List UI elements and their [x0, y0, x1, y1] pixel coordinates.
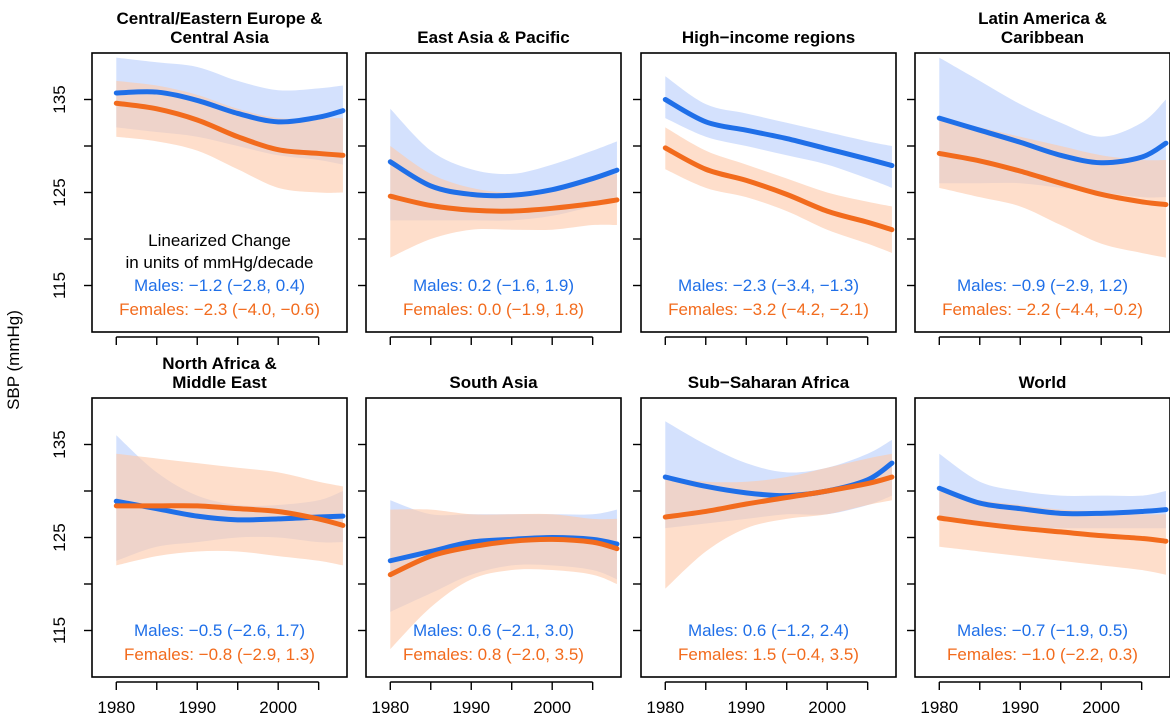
x-tick-label: 1980 [646, 698, 684, 717]
x-tick-label: 2000 [808, 698, 846, 717]
x-tick-label: 1990 [727, 698, 765, 717]
y-tick-label: 135 [50, 85, 69, 113]
panel-title: Sub−Saharan Africa [688, 373, 850, 392]
females-line [936, 150, 1169, 208]
females-line [662, 145, 895, 233]
x-tick-label: 1990 [1001, 698, 1039, 717]
x-tick-label: 1980 [97, 698, 135, 717]
x-tick-label: 2000 [533, 698, 571, 717]
males-change-label: Males: −0.9 (−2.9, 1.2) [957, 276, 1128, 295]
females-change-label: Females: 0.0 (−1.9, 1.8) [403, 300, 584, 319]
panel: East Asia & Pacific Males: 0.2 (−1.6, 1.9… [358, 28, 622, 345]
y-tick-label: 135 [50, 430, 69, 458]
males-change-label: Males: 0.6 (−2.1, 3.0) [413, 621, 574, 640]
x-tick-label: 1990 [452, 698, 490, 717]
males-change-label: Males: 0.2 (−1.6, 1.9) [413, 276, 574, 295]
females-confidence-band [390, 146, 617, 258]
panel: North Africa &Middle East 115 125 135 1980 19… [50, 354, 348, 717]
note-line: in units of mmHg/decade [125, 253, 313, 272]
y-tick-label: 125 [50, 523, 69, 551]
plot-area [662, 421, 895, 589]
panel-title: East Asia & Pacific [417, 28, 569, 47]
plot-area [936, 453, 1169, 575]
plot-area [936, 57, 1169, 258]
x-tick-label: 1980 [920, 698, 958, 717]
females-line [387, 536, 620, 578]
females-change-label: Females: −3.2 (−4.2, −2.1) [668, 300, 869, 319]
panel-title: Latin America & [978, 9, 1107, 28]
y-axis-label: SBP (mmHg) [4, 310, 23, 410]
females-change-label: Females: 1.5 (−0.4, 3.5) [678, 645, 859, 664]
females-confidence-band [390, 509, 617, 650]
x-tick-label: 1990 [178, 698, 216, 717]
panel: World 1980 1990 2000 Males: −0.7 (−1.9, 0.5)… [907, 373, 1170, 717]
y-tick-label: 115 [50, 272, 69, 299]
plot-area [387, 500, 620, 650]
males-change-label: Males: −0.5 (−2.6, 1.7) [134, 621, 305, 640]
y-tick-label: 115 [50, 617, 69, 644]
females-line [662, 474, 895, 520]
note-line: Linearized Change [148, 231, 291, 250]
plot-area [662, 76, 895, 253]
females-change-label: Females: −1.0 (−2.2, 0.3) [947, 645, 1138, 664]
males-line [387, 159, 620, 199]
panel: High−income regions Males: −2.3 (−3.4, −1… [633, 28, 897, 345]
panel: Latin America &Caribbean Males: −0.9 (−2.… [907, 9, 1170, 345]
males-line [113, 89, 346, 125]
panel-title: World [1019, 373, 1067, 392]
panel: Central/Eastern Europe &Central Asia 115 1… [50, 9, 348, 345]
females-change-label: Females: −2.2 (−4.4, −0.2) [942, 300, 1143, 319]
plot-area [113, 57, 346, 193]
females-change-label: Females: 0.8 (−2.0, 3.5) [403, 645, 584, 664]
panel-title: Middle East [172, 373, 267, 392]
females-line [936, 515, 1169, 544]
females-line [113, 503, 346, 528]
panel: South Asia 1980 1990 2000 Males: 0.6 (−2.1, … [358, 373, 622, 717]
females-confidence-band [939, 118, 1166, 258]
panel-title: Central/Eastern Europe & [117, 9, 323, 28]
females-line [387, 193, 620, 214]
females-change-label: Females: −0.8 (−2.9, 1.3) [124, 645, 315, 664]
panel-title: South Asia [449, 373, 538, 392]
plot-area [113, 435, 346, 566]
x-tick-label: 1980 [371, 698, 409, 717]
males-change-label: Males: −1.2 (−2.8, 0.4) [134, 276, 305, 295]
panel: Sub−Saharan Africa 1980 1990 2000 Males: 0.6… [633, 373, 897, 717]
females-line [113, 100, 346, 158]
males-change-label: Males: 0.6 (−1.2, 2.4) [688, 621, 849, 640]
panel-title: High−income regions [682, 28, 855, 47]
x-tick-label: 2000 [1082, 698, 1120, 717]
females-change-label: Females: −2.3 (−4.0, −0.6) [119, 300, 320, 319]
males-change-label: Males: −2.3 (−3.4, −1.3) [678, 276, 859, 295]
plot-area [387, 108, 620, 258]
females-confidence-band [116, 80, 343, 193]
panel-title: Central Asia [170, 28, 269, 47]
males-line [936, 485, 1169, 517]
males-line [662, 97, 895, 169]
males-line [936, 115, 1169, 166]
y-tick-label: 125 [50, 178, 69, 206]
males-confidence-band [665, 76, 892, 188]
panels: Central/Eastern Europe &Central Asia 115 1… [50, 9, 1170, 717]
males-change-label: Males: −0.7 (−1.9, 0.5) [957, 621, 1128, 640]
panel-title: North Africa & [162, 354, 277, 373]
panel-title: Caribbean [1001, 28, 1084, 47]
x-tick-label: 2000 [259, 698, 297, 717]
